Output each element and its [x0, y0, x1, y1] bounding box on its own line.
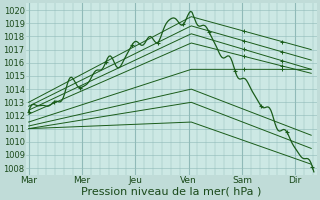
- X-axis label: Pression niveau de la mer( hPa ): Pression niveau de la mer( hPa ): [81, 187, 261, 197]
